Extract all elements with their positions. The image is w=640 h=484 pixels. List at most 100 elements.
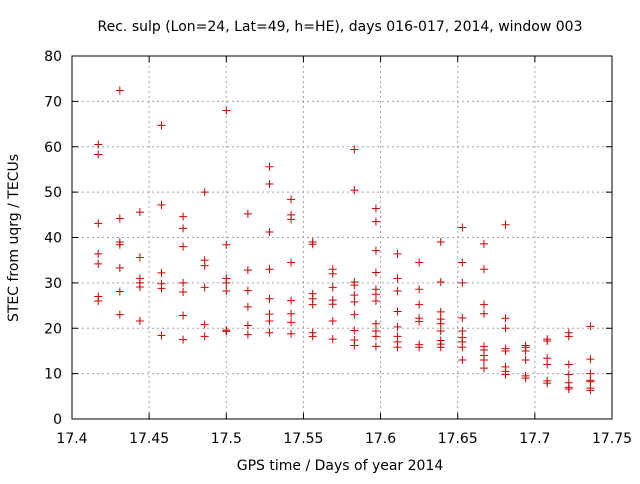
data-point bbox=[458, 278, 467, 287]
data-point bbox=[115, 287, 124, 296]
data-point bbox=[287, 258, 296, 267]
data-point bbox=[287, 329, 296, 338]
data-point bbox=[501, 346, 510, 355]
data-point bbox=[543, 336, 552, 345]
data-point bbox=[179, 212, 188, 221]
x-tick-label: 17.7 bbox=[519, 431, 550, 447]
data-point bbox=[501, 370, 510, 379]
data-point bbox=[371, 246, 380, 255]
data-point bbox=[371, 204, 380, 213]
data-point bbox=[287, 296, 296, 305]
x-axis-label: GPS time / Days of year 2014 bbox=[237, 458, 444, 474]
data-point bbox=[308, 332, 317, 341]
data-point bbox=[308, 300, 317, 309]
data-point bbox=[115, 263, 124, 272]
data-point bbox=[94, 297, 103, 306]
data-point bbox=[265, 310, 274, 319]
data-point bbox=[458, 343, 467, 352]
data-point bbox=[371, 319, 380, 328]
axes: 17.4 17.45 17.5 17.55 17.6 17.65 17.7 17.75 0 10 2… bbox=[44, 49, 632, 447]
y-tick-label: 30 bbox=[44, 276, 62, 292]
data-point bbox=[564, 332, 573, 341]
data-point bbox=[328, 335, 337, 344]
data-point bbox=[265, 265, 274, 274]
data-point bbox=[200, 283, 209, 292]
data-point bbox=[479, 309, 488, 318]
x-tick-label: 17.75 bbox=[592, 431, 632, 447]
data-point bbox=[179, 311, 188, 320]
x-tick-label: 17.6 bbox=[365, 431, 396, 447]
data-point bbox=[479, 364, 488, 373]
data-point bbox=[94, 249, 103, 258]
chart-title: Rec. sulp (Lon=24, Lat=49, h=HE), days 0… bbox=[98, 19, 583, 35]
data-point bbox=[135, 253, 144, 262]
data-point bbox=[393, 249, 402, 258]
data-point bbox=[179, 335, 188, 344]
data-point bbox=[501, 220, 510, 229]
data-point bbox=[479, 239, 488, 248]
data-point bbox=[179, 278, 188, 287]
data-point bbox=[243, 321, 252, 330]
y-axis-label: STEC from uqrg / TECUs bbox=[6, 154, 22, 322]
y-tick-label: 70 bbox=[44, 94, 62, 110]
data-point bbox=[115, 310, 124, 319]
data-point bbox=[179, 242, 188, 251]
data-points bbox=[94, 86, 595, 395]
data-point bbox=[371, 332, 380, 341]
data-point bbox=[586, 355, 595, 364]
data-point bbox=[350, 281, 359, 290]
data-point bbox=[458, 356, 467, 365]
data-point bbox=[436, 277, 445, 286]
data-point bbox=[135, 282, 144, 291]
data-point bbox=[265, 179, 274, 188]
data-point bbox=[586, 369, 595, 378]
data-point bbox=[586, 386, 595, 395]
data-point bbox=[179, 224, 188, 233]
data-point bbox=[287, 215, 296, 224]
data-point bbox=[265, 328, 274, 337]
data-point bbox=[287, 309, 296, 318]
data-point bbox=[393, 322, 402, 331]
data-point bbox=[564, 360, 573, 369]
data-point bbox=[179, 287, 188, 296]
data-point bbox=[586, 322, 595, 331]
data-point bbox=[243, 330, 252, 339]
data-point bbox=[543, 360, 552, 369]
data-point bbox=[157, 121, 166, 130]
data-point bbox=[350, 291, 359, 300]
data-point bbox=[94, 219, 103, 228]
data-point bbox=[393, 307, 402, 316]
data-point bbox=[265, 294, 274, 303]
data-point bbox=[415, 300, 424, 309]
data-point bbox=[308, 240, 317, 249]
x-tick-label: 17.55 bbox=[283, 431, 323, 447]
y-tick-label: 20 bbox=[44, 321, 62, 337]
data-point bbox=[222, 278, 231, 287]
grid bbox=[72, 56, 612, 419]
data-point bbox=[94, 150, 103, 159]
data-point bbox=[200, 332, 209, 341]
data-point bbox=[222, 106, 231, 115]
data-point bbox=[287, 195, 296, 204]
data-point bbox=[350, 297, 359, 306]
y-tick-label: 40 bbox=[44, 231, 62, 247]
data-point bbox=[479, 300, 488, 309]
data-point bbox=[222, 240, 231, 249]
data-point bbox=[415, 285, 424, 294]
data-point bbox=[200, 188, 209, 197]
data-point bbox=[479, 265, 488, 274]
data-point bbox=[479, 356, 488, 365]
data-point bbox=[350, 310, 359, 319]
data-point bbox=[200, 261, 209, 270]
data-point bbox=[350, 326, 359, 335]
data-point bbox=[135, 208, 144, 217]
data-point bbox=[243, 302, 252, 311]
data-point bbox=[265, 316, 274, 325]
y-tick-label: 0 bbox=[53, 412, 62, 428]
data-point bbox=[157, 331, 166, 340]
data-point bbox=[328, 269, 337, 278]
data-point bbox=[157, 268, 166, 277]
